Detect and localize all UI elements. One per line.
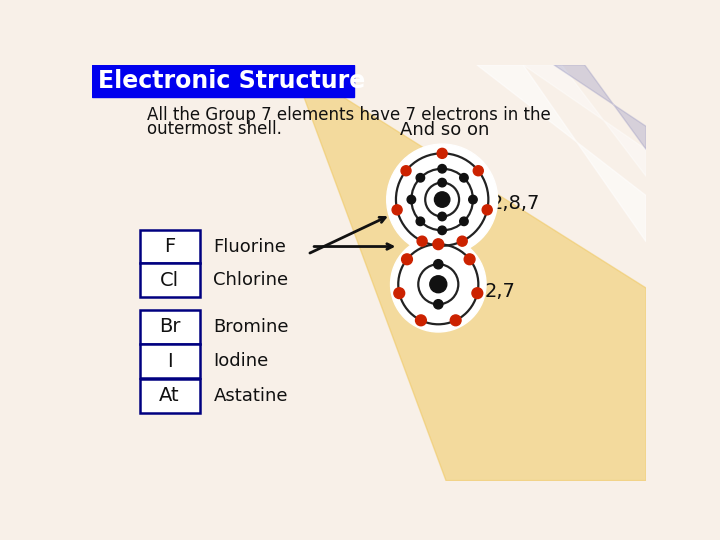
Polygon shape (477, 65, 647, 242)
Text: Fluorine: Fluorine (213, 238, 287, 255)
Text: Chlorine: Chlorine (213, 272, 289, 289)
Bar (92, 65, 354, 97)
Circle shape (469, 195, 477, 204)
Circle shape (402, 254, 413, 265)
Circle shape (433, 239, 444, 249)
Circle shape (472, 288, 482, 299)
Circle shape (438, 226, 446, 234)
Circle shape (459, 217, 468, 226)
Text: Cl: Cl (160, 271, 179, 290)
Circle shape (401, 166, 411, 176)
Circle shape (417, 236, 427, 246)
Circle shape (473, 166, 483, 176)
Text: 2,7: 2,7 (485, 282, 516, 301)
Circle shape (482, 205, 492, 215)
Circle shape (407, 195, 415, 204)
Text: Electronic Structure: Electronic Structure (98, 69, 365, 93)
Text: And so on: And so on (400, 122, 489, 139)
Circle shape (457, 236, 467, 246)
Circle shape (438, 212, 446, 221)
Polygon shape (554, 65, 647, 150)
Text: Astatine: Astatine (213, 387, 288, 405)
Circle shape (437, 148, 447, 158)
Circle shape (434, 192, 450, 207)
Circle shape (390, 237, 486, 332)
Text: Bromine: Bromine (213, 318, 289, 335)
Text: Iodine: Iodine (213, 352, 269, 370)
Circle shape (459, 173, 468, 182)
Text: F: F (164, 237, 175, 256)
Bar (140, 230, 199, 264)
Circle shape (416, 173, 425, 182)
Circle shape (464, 254, 475, 265)
Text: outermost shell.: outermost shell. (148, 120, 282, 138)
Circle shape (394, 288, 405, 299)
Circle shape (430, 276, 447, 293)
Circle shape (438, 165, 446, 173)
Text: Br: Br (159, 317, 180, 336)
Circle shape (392, 205, 402, 215)
Circle shape (438, 178, 446, 187)
Circle shape (415, 315, 426, 326)
Bar (140, 345, 199, 378)
Text: At: At (159, 387, 180, 406)
Circle shape (433, 260, 443, 269)
Bar (140, 264, 199, 298)
Text: I: I (167, 352, 172, 371)
Circle shape (450, 315, 461, 326)
Circle shape (416, 217, 425, 226)
Text: 2,8,7: 2,8,7 (490, 194, 540, 213)
Polygon shape (292, 65, 647, 481)
Circle shape (387, 144, 498, 255)
Bar (140, 309, 199, 343)
Bar (140, 379, 199, 413)
Polygon shape (523, 65, 647, 177)
Text: All the Group 7 elements have 7 electrons in the: All the Group 7 elements have 7 electron… (148, 106, 551, 124)
Circle shape (433, 300, 443, 309)
